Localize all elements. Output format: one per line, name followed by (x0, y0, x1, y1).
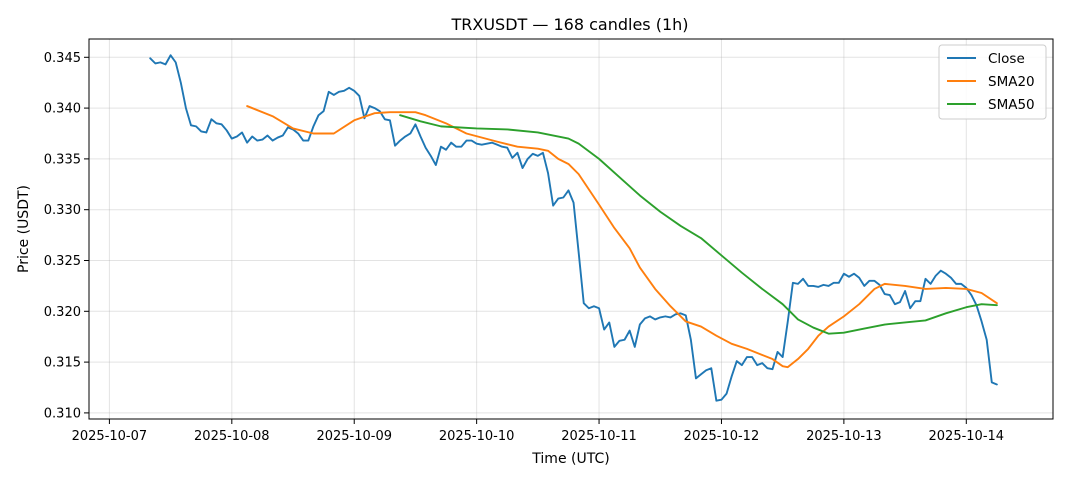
legend-label: Close (988, 51, 1025, 67)
x-tick-label: 2025-10-07 (72, 429, 148, 444)
y-tick-label: 0.315 (44, 356, 81, 371)
x-axis: 2025-10-07 2025-10-08 2025-10-09 2025-10-10… (72, 419, 1004, 444)
series-line-close (149, 54, 998, 402)
y-tick-label: 0.345 (44, 51, 81, 66)
series-line-sma20 (246, 105, 998, 369)
y-tick-label: 0.335 (44, 152, 81, 167)
x-axis-label: Time (UTC) (531, 451, 609, 467)
plot-frame (88, 38, 1054, 420)
plot-area (149, 54, 998, 402)
y-tick-label: 0.310 (44, 406, 81, 421)
y-tick-label: 0.330 (44, 203, 81, 218)
y-tick-label: 0.325 (44, 254, 81, 269)
x-tick-label: 2025-10-12 (684, 429, 760, 444)
legend-label: SMA20 (988, 74, 1035, 90)
x-tick-label: 2025-10-10 (439, 429, 515, 444)
x-tick-label: 2025-10-09 (316, 429, 392, 444)
y-tick-label: 0.340 (44, 102, 81, 117)
x-tick-label: 2025-10-11 (561, 429, 637, 444)
grid (89, 39, 1053, 419)
x-tick-label: 2025-10-08 (194, 429, 270, 444)
x-tick-label: 2025-10-13 (806, 429, 882, 444)
legend-label: SMA50 (988, 97, 1035, 113)
y-axis: 0.310 0.315 0.320 0.325 0.330 0.335 0.340 0.345 (44, 51, 89, 421)
x-tick-label: 2025-10-14 (929, 429, 1005, 444)
y-tick-label: 0.320 (44, 305, 81, 320)
legend-box (938, 44, 1047, 120)
y-axis-label: Price (USDT) (16, 185, 32, 273)
series-line-sma50 (399, 114, 998, 335)
legend: Close SMA20 SMA50 (938, 44, 1047, 120)
chart-title: TRXUSDT — 168 candles (1h) (450, 15, 688, 34)
